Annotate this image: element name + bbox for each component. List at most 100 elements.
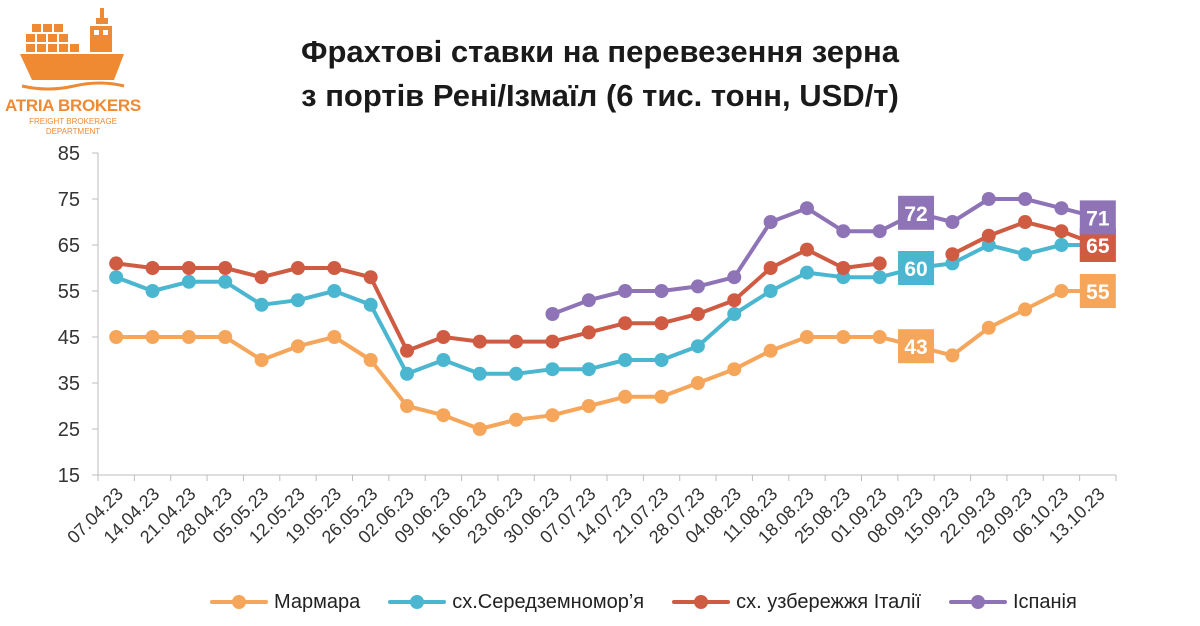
data-point: [618, 389, 633, 404]
y-tick-label: 75: [58, 189, 80, 211]
data-point: [654, 316, 669, 331]
data-point: [799, 330, 814, 344]
legend-label: Іспанія: [1012, 590, 1077, 613]
legend-marker-icon: [388, 595, 447, 609]
data-point: [690, 376, 705, 390]
data-point: [945, 247, 960, 262]
data-point: [290, 261, 305, 275]
y-tick-label: 65: [58, 235, 80, 257]
data-point: [1018, 192, 1033, 206]
data-point: [763, 284, 778, 298]
data-point: [1054, 284, 1069, 298]
legend-label: сх. узбережжя Італії: [736, 590, 921, 613]
data-point: [727, 307, 742, 321]
data-point: [109, 256, 124, 271]
data-label-box: [898, 329, 935, 364]
data-label: 60: [904, 258, 927, 281]
data-label: 43: [904, 336, 927, 359]
data-point: [472, 422, 487, 436]
data-point: [218, 274, 233, 289]
data-point: [618, 353, 633, 367]
legend-item: Іспанія: [948, 590, 1077, 614]
data-point: [1054, 238, 1069, 252]
data-label: 72: [904, 203, 927, 226]
y-tick-label: 55: [58, 281, 80, 303]
data-point: [836, 330, 851, 344]
y-tick-label: 15: [58, 465, 80, 487]
data-point: [763, 261, 778, 275]
data-point: [327, 284, 342, 298]
data-point: [799, 265, 814, 280]
legend-label: сх.Середземномор’я: [452, 590, 645, 613]
data-point: [690, 279, 705, 294]
series-line: [550, 197, 1100, 316]
data-point: [727, 293, 742, 308]
data-point: [981, 320, 996, 335]
y-tick-label: 35: [58, 373, 80, 395]
data-point: [254, 297, 269, 312]
logo-subtitle: FREIGHT BROKERAGE: [29, 117, 117, 126]
data-point: [363, 353, 378, 367]
series-line: [114, 289, 1100, 431]
chart-legend: Мармара сх.Середземномор’я сх. узбережжя І…: [210, 588, 1190, 616]
data-point: [545, 334, 560, 349]
data-point: [145, 330, 160, 344]
data-label-box: [1079, 274, 1116, 308]
data-point: [436, 408, 451, 423]
data-point: [581, 325, 596, 340]
data-label-box: [898, 195, 935, 230]
data-point: [472, 366, 487, 381]
data-point: [654, 353, 669, 367]
data-point: [981, 228, 996, 243]
y-tick-label: 25: [58, 419, 80, 441]
data-point: [509, 366, 524, 381]
data-point: [545, 408, 560, 423]
data-point: [799, 242, 814, 257]
data-point: [581, 362, 596, 377]
data-point: [945, 348, 960, 363]
data-point: [254, 353, 269, 367]
data-point: [181, 261, 196, 275]
data-point: [472, 334, 487, 349]
data-point: [618, 284, 633, 298]
company-logo: ATRIA BROKERS FREIGHT BROKERAGE DEPARTME…: [0, 0, 150, 145]
data-point: [872, 330, 887, 344]
data-point: [1018, 247, 1033, 262]
data-point: [400, 343, 415, 358]
data-point: [218, 330, 233, 344]
logo-name: ATRIA BROKERS: [5, 96, 141, 115]
y-tick-label: 85: [58, 143, 80, 165]
data-point: [1054, 201, 1069, 216]
data-point: [872, 224, 887, 239]
data-point: [1018, 302, 1033, 317]
data-point: [945, 215, 960, 229]
data-point: [836, 261, 851, 275]
data-point: [799, 201, 814, 216]
data-label: 65: [1086, 235, 1110, 258]
data-point: [109, 330, 124, 344]
data-point: [509, 334, 524, 349]
data-point: [509, 412, 524, 427]
data-point: [763, 343, 778, 358]
ship-logo-icon: [20, 8, 125, 91]
data-point: [254, 270, 269, 285]
data-point: [145, 284, 160, 298]
data-point: [581, 293, 596, 308]
chart-title: Фрахтові ставки на перевезення зерна з п…: [170, 30, 1030, 118]
logo-subtitle-department: DEPARTMENT: [45, 127, 101, 136]
data-label-box: [898, 251, 935, 285]
legend-marker-icon: [948, 595, 1007, 609]
data-point: [1054, 224, 1069, 239]
data-point: [727, 270, 742, 285]
data-point: [872, 270, 887, 285]
data-point: [763, 215, 778, 229]
series-line: [114, 247, 882, 353]
data-point: [327, 330, 342, 344]
data-point: [290, 339, 305, 354]
data-point: [436, 330, 451, 344]
data-point: [981, 192, 996, 206]
data-point: [1018, 215, 1033, 229]
data-point: [545, 362, 560, 377]
chart-title-line-1: Фрахтові ставки на перевезення зерна: [301, 34, 899, 69]
data-label: 71: [1086, 207, 1110, 230]
